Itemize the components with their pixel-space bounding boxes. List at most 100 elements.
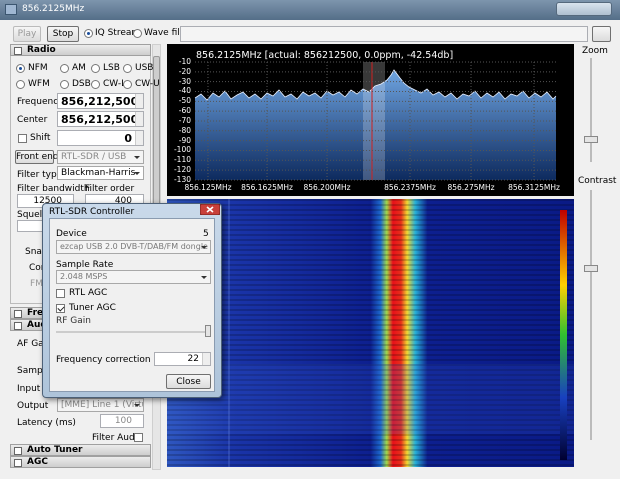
filter-audio-label: Filter Audio: [92, 433, 143, 443]
mode-radio[interactable]: [60, 80, 69, 89]
output-select[interactable]: [MME] Line 1 (Virtual A: [57, 398, 144, 412]
window-controls[interactable]: [556, 2, 612, 16]
waterfall-band: [167, 364, 574, 434]
filter-type-label: Filter type: [17, 170, 63, 180]
radio-header[interactable]: Radio: [10, 44, 151, 56]
sample-label: Sample: [17, 366, 51, 376]
stop-button[interactable]: Stop: [47, 26, 79, 42]
title-bar: [0, 0, 620, 20]
shift-check[interactable]: [18, 134, 27, 143]
tuner-agc-check[interactable]: [56, 304, 65, 313]
shift-input[interactable]: 0: [57, 130, 144, 146]
input-label: Input: [17, 384, 41, 394]
y-tick-label: -10: [178, 57, 191, 66]
filter-band[interactable]: [363, 62, 385, 180]
shift-label: Shift: [30, 133, 51, 143]
center-spin[interactable]: [135, 112, 143, 126]
snap-label: Snap: [25, 247, 48, 257]
sample-rate-select[interactable]: 2.048 MSPS: [56, 270, 211, 284]
y-tick-label: -60: [178, 106, 191, 116]
wave-radio[interactable]: [133, 29, 142, 38]
y-tick-label: -40: [178, 86, 191, 96]
waterfall-texture: [167, 199, 574, 467]
zoom-thumb[interactable]: [584, 136, 598, 143]
mode-radio[interactable]: [91, 80, 100, 89]
agc-header[interactable]: AGC: [10, 456, 151, 468]
freq-corr-input[interactable]: 22: [154, 352, 211, 366]
app-icon: [5, 4, 17, 15]
rf-gain-thumb[interactable]: [205, 325, 211, 337]
mode-label: LSB: [103, 63, 120, 73]
mode-label: CW-U: [135, 79, 160, 89]
browse-button[interactable]: [592, 26, 611, 42]
x-tick-label: 856.200MHz: [303, 183, 351, 192]
mode-label: DSB: [72, 79, 91, 89]
shift-spin[interactable]: [135, 131, 143, 145]
color-scale: [560, 210, 567, 460]
mode-radio[interactable]: [16, 64, 25, 73]
dialog-close-button[interactable]: Close: [166, 374, 211, 389]
wave-label: Wave file: [144, 28, 186, 38]
x-tick-label: 856.125MHz: [184, 183, 232, 192]
close-x-glyph: [206, 206, 214, 213]
contrast-label: Contrast: [578, 176, 617, 186]
y-tick-label: -130: [173, 174, 191, 184]
iq-label: IQ Stream: [95, 28, 141, 38]
dialog-title: RTL-SDR Controller: [49, 207, 135, 217]
center-input[interactable]: 856,212,500: [57, 111, 144, 127]
dialog-close-x[interactable]: [200, 204, 220, 215]
front-end-select[interactable]: RTL-SDR / USB: [57, 150, 144, 164]
y-tick-label: -20: [178, 66, 191, 76]
x-tick-label: 856.275MHz: [447, 183, 495, 192]
mode-label: USB: [135, 63, 154, 73]
af-gain-label: AF Gai: [17, 339, 47, 349]
mode-radio[interactable]: [60, 64, 69, 73]
y-tick-label: -100: [173, 145, 191, 155]
iq-radio[interactable]: [84, 29, 93, 38]
filter-type-select[interactable]: Blackman-Harris: [57, 166, 144, 180]
filter-audio-check[interactable]: [134, 433, 143, 442]
mode-label: CW-L: [103, 79, 127, 89]
tuner-agc-label: Tuner AGC: [69, 303, 116, 313]
front-end-button[interactable]: Front end: [15, 150, 59, 164]
contrast-track: [590, 190, 592, 440]
x-tick-label: 856.2375MHz: [384, 183, 436, 192]
window-title: 856.2125MHz: [22, 4, 85, 14]
sample-rate-label: Sample Rate: [56, 260, 114, 270]
rtl-dialog: RTL-SDR Controller Device 5 ezcap USB 2.0 D…: [42, 203, 222, 398]
y-tick-label: -90: [178, 135, 191, 145]
zoom-label: Zoom: [582, 46, 608, 56]
latency-input[interactable]: 100: [100, 414, 144, 428]
x-tick-label: 856.3125MHz: [508, 183, 560, 192]
y-tick-label: -110: [173, 155, 191, 165]
rtl-agc-check[interactable]: [56, 289, 65, 298]
frequency-label: Frequency: [17, 97, 64, 107]
rtl-agc-label: RTL AGC: [69, 288, 108, 298]
play-button[interactable]: Play: [13, 26, 41, 42]
auto-tuner-header[interactable]: Auto Tuner: [10, 444, 151, 456]
latency-label: Latency (ms): [17, 418, 76, 428]
mode-radio[interactable]: [123, 80, 132, 89]
display: [167, 44, 574, 467]
x-tick-label: 856.1625MHz: [241, 183, 293, 192]
device-index: 5: [203, 229, 209, 239]
mode-label: NFM: [28, 63, 48, 73]
fm-label: FM: [30, 279, 43, 289]
frequency-input[interactable]: 856,212,500: [57, 93, 144, 109]
rf-gain-label: RF Gain: [56, 316, 91, 326]
y-tick-label: -80: [178, 125, 191, 135]
mode-label: WFM: [28, 79, 50, 89]
filter-bandwidth-label: Filter bandwidth: [17, 184, 90, 194]
filter-order-label: Filter order: [85, 184, 135, 194]
output-label: Output: [17, 401, 49, 411]
mode-radio[interactable]: [91, 64, 100, 73]
freq-corr-spin[interactable]: [202, 353, 210, 365]
mode-label: AM: [72, 63, 86, 73]
mode-radio[interactable]: [123, 64, 132, 73]
device-select[interactable]: ezcap USB 2.0 DVB-T/DAB/FM dongle: [56, 240, 211, 254]
frequency-spin[interactable]: [135, 94, 143, 108]
file-path[interactable]: [180, 26, 588, 42]
contrast-thumb[interactable]: [584, 265, 598, 272]
mode-radio[interactable]: [16, 80, 25, 89]
y-tick-label: -50: [178, 96, 191, 106]
